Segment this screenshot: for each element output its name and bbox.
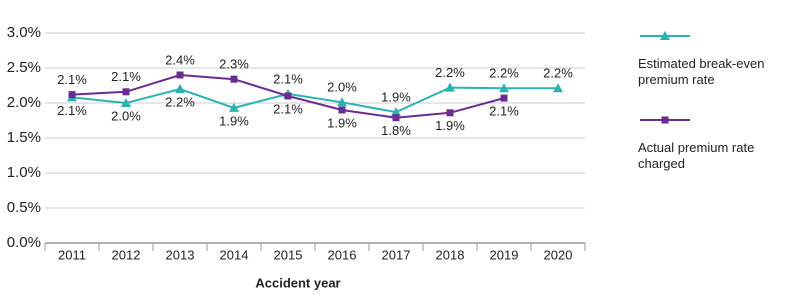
marker [176, 71, 184, 79]
marker [446, 109, 454, 117]
y-tick-label: 0.5% [7, 199, 41, 216]
data-label: 2.1% [273, 101, 303, 116]
x-tick-label: 2016 [328, 247, 357, 262]
y-tick-label: 0.0% [7, 234, 41, 251]
marker [229, 102, 239, 112]
x-tick-label: 2014 [220, 247, 249, 262]
data-label: 2.1% [57, 103, 87, 118]
x-tick-label: 2019 [490, 247, 519, 262]
data-label: 1.9% [327, 115, 357, 130]
data-label: 2.3% [219, 57, 249, 72]
data-label: 1.9% [381, 90, 411, 105]
x-axis-title: Accident year [255, 275, 340, 290]
data-label: 2.0% [111, 108, 141, 123]
y-tick-label: 3.0% [7, 24, 41, 41]
marker [392, 114, 400, 122]
marker [284, 92, 292, 100]
marker [445, 82, 455, 92]
data-label: 2.2% [435, 65, 465, 80]
data-label: 2.2% [489, 66, 519, 81]
legend-label: Estimated break-even premium rate [638, 56, 765, 87]
data-label: 2.4% [165, 52, 195, 67]
data-label: 1.9% [219, 113, 249, 128]
y-tick-label: 1.5% [7, 129, 41, 146]
y-tick-label: 2.5% [7, 59, 41, 76]
marker [122, 88, 130, 96]
x-tick-label: 2020 [544, 247, 573, 262]
x-tick-label: 2018 [436, 247, 465, 262]
data-label: 2.1% [57, 72, 87, 87]
data-label: 2.0% [327, 80, 357, 95]
x-tick-label: 2013 [166, 247, 195, 262]
marker [391, 107, 401, 117]
legend-label: Actual premium rate charged [638, 140, 755, 171]
marker [337, 97, 347, 107]
data-label: 1.8% [381, 123, 411, 138]
marker [175, 84, 185, 93]
marker [500, 94, 508, 102]
data-label: 2.2% [165, 94, 195, 109]
x-tick-label: 2015 [274, 247, 303, 262]
legend-marker [661, 116, 669, 124]
marker [499, 83, 509, 93]
marker [121, 98, 131, 107]
x-tick-label: 2017 [382, 247, 411, 262]
data-label: 2.2% [543, 66, 573, 81]
data-label: 2.1% [489, 104, 519, 119]
y-tick-label: 2.0% [7, 94, 41, 111]
y-tick-label: 1.0% [7, 164, 41, 181]
x-tick-label: 2011 [58, 247, 86, 262]
marker [230, 75, 238, 83]
marker [553, 83, 563, 93]
series-line [71, 86, 558, 114]
marker [68, 91, 76, 99]
data-label: 1.9% [435, 118, 465, 133]
marker [338, 106, 346, 114]
data-label: 2.1% [273, 71, 303, 86]
x-tick-label: 2012 [112, 247, 141, 262]
data-label: 2.1% [111, 69, 141, 84]
legend-marker [660, 31, 670, 40]
